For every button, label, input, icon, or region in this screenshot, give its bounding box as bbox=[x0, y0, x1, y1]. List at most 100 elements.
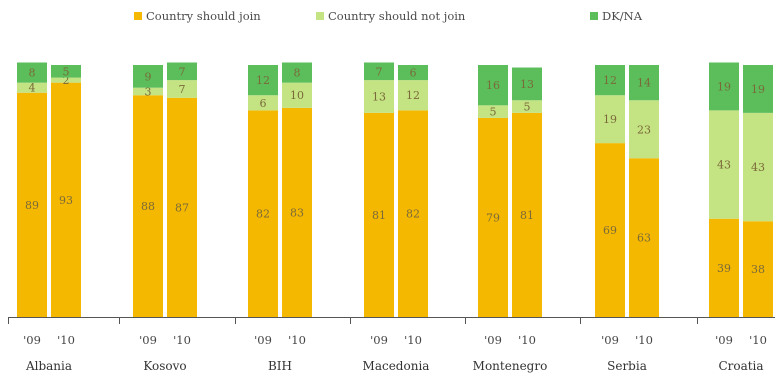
data-label-not-join: 43 bbox=[751, 161, 765, 174]
bar-segment-join bbox=[133, 95, 163, 318]
bar-segment-not-join bbox=[512, 100, 542, 113]
bar-segment-dkna bbox=[595, 65, 625, 96]
category-label: BIH bbox=[268, 359, 292, 373]
data-label-join: 63 bbox=[637, 232, 651, 245]
tick-label-year: '10 bbox=[404, 333, 422, 347]
tick-label-year: '10 bbox=[635, 333, 653, 347]
data-label-dkna: 7 bbox=[376, 65, 383, 78]
bar-segment-join bbox=[282, 107, 312, 317]
data-label-not-join: 12 bbox=[406, 89, 420, 102]
bar-segment-not-join bbox=[478, 105, 508, 118]
bar-segment-not-join bbox=[17, 82, 47, 93]
tick-label-year: '09 bbox=[370, 333, 388, 347]
bar-segment-not-join bbox=[167, 80, 197, 98]
bar-segment-join bbox=[709, 218, 739, 317]
data-label-dkna: 14 bbox=[637, 77, 651, 90]
bar-segment-not-join bbox=[364, 80, 394, 113]
bar-segment-join bbox=[398, 110, 428, 317]
data-label-dkna: 19 bbox=[717, 80, 731, 93]
bar-segment-join bbox=[17, 92, 47, 317]
data-label-dkna: 12 bbox=[603, 74, 617, 87]
bar-segment-not-join bbox=[51, 77, 81, 83]
bar-segment-dkna bbox=[17, 62, 47, 83]
legend-item-join: Country should join bbox=[134, 9, 261, 23]
bar-segment-not-join bbox=[743, 112, 773, 222]
bar-segment-join bbox=[512, 112, 542, 317]
bar-segment-not-join bbox=[595, 95, 625, 144]
data-label-not-join: 23 bbox=[637, 123, 651, 136]
data-label-dkna: 6 bbox=[410, 67, 417, 80]
data-label-not-join: 3 bbox=[145, 85, 152, 98]
bar-segment-dkna bbox=[51, 65, 81, 78]
bar-segment-not-join bbox=[709, 110, 739, 219]
legend-swatch-join bbox=[134, 12, 142, 20]
bar-segment-join bbox=[167, 97, 197, 317]
bar-segment-not-join bbox=[282, 82, 312, 108]
data-label-not-join: 4 bbox=[29, 82, 36, 95]
data-label-join: 87 bbox=[175, 201, 189, 214]
data-label-not-join: 2 bbox=[63, 74, 70, 87]
legend-label-dkna: DK/NA bbox=[602, 9, 643, 23]
tick-label-year: '10 bbox=[749, 333, 767, 347]
bar-segment-dkna bbox=[398, 65, 428, 81]
data-label-dkna: 8 bbox=[29, 67, 36, 80]
tick-label-year: '09 bbox=[254, 333, 272, 347]
data-label-not-join: 43 bbox=[717, 159, 731, 172]
bar-segment-join bbox=[743, 221, 773, 317]
bar-segment-not-join bbox=[398, 80, 428, 111]
data-label-not-join: 7 bbox=[179, 83, 186, 96]
bar-segment-not-join bbox=[248, 95, 278, 111]
data-label-not-join: 5 bbox=[524, 101, 531, 114]
category-label: Albania bbox=[25, 359, 72, 373]
bar-segment-dkna bbox=[248, 65, 278, 96]
data-label-not-join: 5 bbox=[490, 106, 497, 119]
legend-swatch-not-join bbox=[316, 12, 324, 20]
bar-segment-dkna bbox=[133, 65, 163, 88]
bar-segment-join bbox=[364, 112, 394, 317]
data-label-not-join: 19 bbox=[603, 113, 617, 126]
data-label-dkna: 12 bbox=[256, 74, 270, 87]
data-label-dkna: 7 bbox=[179, 65, 186, 78]
bar-segment-join bbox=[51, 82, 81, 317]
category-label: Croatia bbox=[718, 359, 763, 373]
bar-segment-dkna bbox=[167, 62, 197, 81]
tick-label-year: '10 bbox=[518, 333, 536, 347]
legend-item-not-join: Country should not join bbox=[316, 9, 465, 23]
bar-segment-dkna bbox=[364, 62, 394, 81]
data-label-dkna: 19 bbox=[751, 83, 765, 96]
legend-item-dkna: DK/NA bbox=[590, 9, 642, 23]
data-label-join: 82 bbox=[256, 208, 270, 221]
data-label-not-join: 10 bbox=[290, 89, 304, 102]
tick-label-year: '09 bbox=[715, 333, 733, 347]
data-label-join: 88 bbox=[141, 200, 155, 213]
bar-segment-not-join bbox=[629, 100, 659, 159]
bar-segment-dkna bbox=[629, 65, 659, 101]
data-label-dkna: 8 bbox=[294, 67, 301, 80]
bar-segment-join bbox=[629, 158, 659, 317]
data-label-join: 69 bbox=[603, 224, 617, 237]
data-label-join: 82 bbox=[406, 208, 420, 221]
bar-segment-dkna bbox=[709, 62, 739, 111]
tick-label-year: '09 bbox=[484, 333, 502, 347]
legend-swatch-dkna bbox=[590, 12, 598, 20]
data-label-dkna: 13 bbox=[520, 78, 534, 91]
data-label-dkna: 16 bbox=[486, 79, 500, 92]
data-label-not-join: 13 bbox=[372, 91, 386, 104]
data-label-join: 81 bbox=[520, 209, 534, 222]
data-label-join: 38 bbox=[751, 263, 765, 276]
bar-segment-not-join bbox=[133, 87, 163, 96]
data-label-join: 83 bbox=[290, 206, 304, 219]
data-label-dkna: 9 bbox=[145, 70, 152, 83]
data-label-join: 89 bbox=[25, 199, 39, 212]
category-label: Serbia bbox=[607, 359, 647, 373]
tick-label-year: '10 bbox=[57, 333, 75, 347]
data-label-not-join: 6 bbox=[260, 97, 267, 110]
bar-segment-join bbox=[595, 143, 625, 317]
bar-segment-join bbox=[478, 117, 508, 317]
bar-segment-dkna bbox=[478, 65, 508, 106]
tick-label-year: '09 bbox=[601, 333, 619, 347]
legend-label-join: Country should join bbox=[146, 9, 261, 23]
data-label-join: 39 bbox=[717, 262, 731, 275]
bar-segment-join bbox=[248, 110, 278, 317]
